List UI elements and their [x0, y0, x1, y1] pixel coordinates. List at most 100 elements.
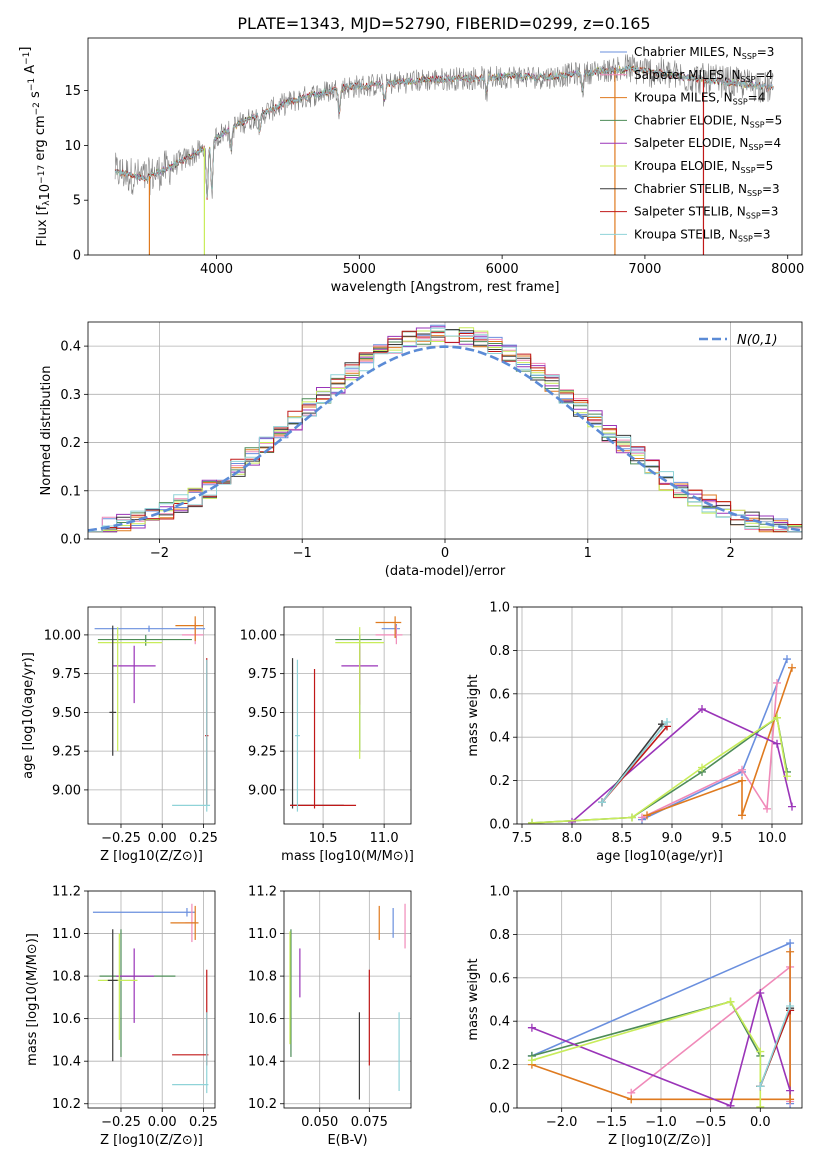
y-axis-label-part: Flux [f — [35, 205, 50, 246]
x-tick-label: 8.0 — [562, 831, 583, 846]
mass-weight-point — [783, 655, 791, 664]
mass-weight-line — [641, 682, 778, 819]
y-axis-label-part: −1 — [27, 78, 37, 91]
legend-label-main: Chabrier ELODIE, N — [634, 113, 750, 127]
axes-frame — [87, 321, 803, 540]
legend-label-sub: SSP — [741, 166, 756, 175]
panel-age-vs-mass: 10.5 11.0 9.00 9.25 9.50 9.75 10.00 mass [log10… — [240, 606, 414, 864]
mass-weight-line — [646, 667, 793, 817]
y-tick-label: 15 — [64, 84, 81, 99]
legend-label-main: Chabrier MILES, N — [634, 45, 742, 59]
legend-label: N(0,1) — [737, 333, 778, 348]
mass-weight-point — [783, 772, 791, 781]
legend-label-tail: =3 — [757, 45, 775, 59]
mass-weight-point — [738, 776, 746, 785]
y-axis-label-part: −1 — [22, 52, 32, 65]
mass-weight-point — [643, 811, 651, 820]
mass-weight-line — [531, 1000, 762, 1107]
y-axis-label-part: λ — [42, 200, 52, 206]
mass-weight-point — [638, 813, 646, 822]
residual-histogram-step — [88, 330, 802, 533]
legend-label-main: Kroupa MILES, N — [634, 91, 733, 105]
x-tick-label: 10.5 — [309, 831, 338, 846]
x-tick-label: 9.5 — [712, 831, 733, 846]
mass-weight-point — [788, 802, 796, 811]
figure-title: PLATE=1343, MJD=52790, FIBERID=0299, z=0… — [237, 14, 650, 33]
plot-area-mass-vs-Z — [92, 903, 209, 1094]
residual-histogram-step — [88, 327, 802, 533]
axes-frame — [87, 890, 216, 1109]
y-tick-label: 9.25 — [52, 745, 81, 760]
y-tick-label: 0.0 — [60, 533, 81, 548]
legend-label-tail: =4 — [763, 136, 781, 150]
legend-label-tail: =5 — [756, 159, 774, 173]
plot-area-age-vs-mass — [290, 616, 403, 812]
y-tick-label: 0.8 — [489, 644, 510, 659]
y-tick-label: 0.2 — [489, 774, 510, 789]
legend-label: Chabrier ELODIE, NSSP=5 — [634, 113, 782, 129]
y-tick-label: 9.50 — [248, 706, 277, 721]
legend-label: Salpeter ELODIE, NSSP=4 — [634, 136, 781, 152]
legend-label-sub: SSP — [746, 212, 761, 221]
mass-weight-point — [756, 1082, 765, 1091]
legend-label-tail: =4 — [748, 91, 766, 105]
y-tick-label: 10.00 — [44, 628, 81, 643]
x-axis-label: Z [log10(Z/Z⊙)] — [608, 1133, 711, 1148]
plot-area-mass-weight-vs-Z — [527, 939, 795, 1108]
mass-weight-point — [763, 804, 771, 813]
axes-frame — [516, 606, 803, 825]
x-tick-label: −0.5 — [695, 1115, 727, 1130]
legend-label: Salpeter STELIB, NSSP=3 — [634, 205, 778, 221]
x-axis-label: age [log10(age/yr)] — [596, 849, 723, 864]
y-tick-label: 0.4 — [489, 731, 510, 746]
y-tick-label: 0.6 — [489, 687, 510, 702]
x-axis-label: (data-model)/error — [385, 564, 506, 579]
y-tick-label: 10.8 — [248, 970, 277, 985]
x-tick-label: 0.00 — [148, 1115, 177, 1130]
mass-weight-point — [663, 718, 671, 727]
model-spectrum-line — [114, 65, 774, 198]
mass-weight-line — [571, 708, 793, 823]
legend-label-tail: =3 — [753, 227, 771, 241]
mass-weight-point — [628, 813, 636, 822]
y-tick-label: 0.4 — [489, 1015, 510, 1030]
mass-weight-point — [568, 817, 576, 824]
mass-weight-point — [773, 678, 781, 687]
y-tick-label: 0.0 — [489, 1102, 510, 1117]
y-tick-label: 10.6 — [52, 1012, 81, 1027]
x-tick-label: 7000 — [628, 262, 661, 277]
legend-label-sub: SSP — [750, 120, 765, 129]
mass-weight-line — [531, 716, 788, 824]
legend-label: Chabrier STELIB, NSSP=3 — [634, 182, 780, 198]
y-axis-label-part: s — [28, 91, 43, 102]
mass-weight-point — [786, 1095, 795, 1104]
mass-weight-point — [756, 988, 765, 997]
x-tick-label: −1.0 — [645, 1115, 677, 1130]
x-tick-label: 10.0 — [758, 831, 787, 846]
y-tick-label: 9.00 — [248, 783, 277, 798]
mass-weight-point — [627, 1095, 636, 1104]
normal-reference-curve — [88, 345, 802, 532]
mass-weight-point — [598, 798, 606, 807]
legend-label-sub: SSP — [733, 98, 748, 107]
mass-weight-point — [773, 713, 781, 722]
x-axis-label: Z [log10(Z/Z⊙)] — [100, 1133, 203, 1148]
mass-weight-point — [786, 947, 795, 956]
y-tick-label: 10.8 — [52, 970, 81, 985]
legend-label-main: Salpeter MILES, N — [634, 68, 741, 82]
mass-weight-line — [531, 951, 791, 1101]
x-axis-label: mass [log10(M/M⊙)] — [281, 849, 414, 864]
legend-label-sub: SSP — [748, 143, 763, 152]
y-tick-label: 9.25 — [248, 745, 277, 760]
x-tick-label: 0.00 — [148, 831, 177, 846]
x-tick-label: 0.25 — [189, 831, 218, 846]
axes-frame — [516, 890, 803, 1109]
x-tick-label: 11.0 — [370, 831, 399, 846]
y-tick-label: 11.0 — [248, 927, 277, 942]
legend-label-main: Chabrier STELIB, N — [634, 182, 747, 196]
x-tick-label: −0.25 — [101, 831, 141, 846]
x-tick-label: −2.0 — [546, 1115, 578, 1130]
mass-weight-point — [786, 939, 795, 948]
panel-age-vs-Z: −0.25 0.00 0.25 9.00 9.25 9.50 9.75 10.00 Z [log… — [21, 606, 218, 864]
y-tick-label: 10.4 — [52, 1055, 81, 1070]
